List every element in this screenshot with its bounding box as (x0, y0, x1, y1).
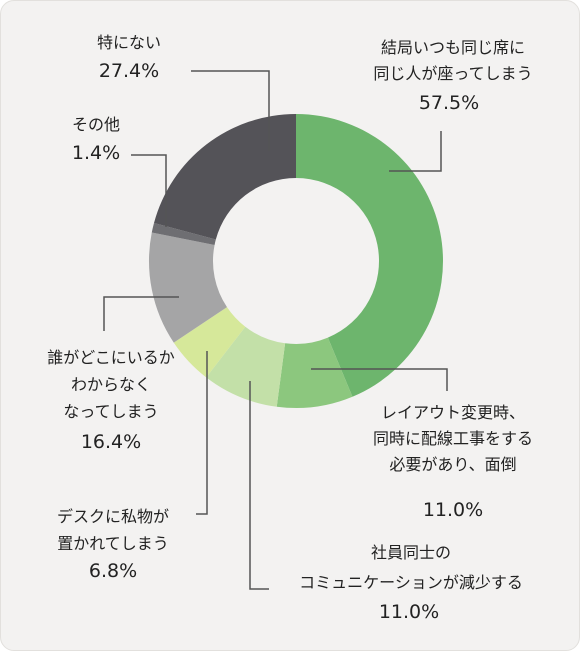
donut-slice-3 (173, 307, 246, 378)
donut-slice-6 (154, 114, 296, 240)
leader-line-0 (389, 131, 442, 172)
slice-label-4-line-1: わからなく (71, 375, 151, 394)
leader-line-2 (249, 381, 269, 590)
donut-slice-0 (296, 114, 443, 397)
leader-line-5 (131, 154, 167, 227)
leader-lines (103, 70, 448, 590)
slice-label-5-line-0: その他 (72, 115, 120, 134)
donut-slice-5 (151, 222, 216, 245)
slice-label-1-line-2: 必要があり、面倒 (389, 455, 516, 474)
slice-label-2-line-0: 社員同士の (371, 543, 451, 562)
slice-label-4-line-2: なってしまう (63, 402, 158, 421)
slice-label-3-line-0: デスクに私物が (57, 507, 169, 526)
slice-value-4: 16.4% (81, 431, 141, 453)
leader-line-3 (196, 351, 208, 515)
slice-label-1-line-1: 同時に配線工事をする (373, 429, 533, 448)
slice-value-2: 11.0% (379, 601, 439, 623)
slices-group (149, 114, 443, 408)
donut-slice-2 (206, 326, 286, 407)
slice-value-0: 57.5% (419, 92, 479, 114)
slice-label-6-line-0: 特にない (97, 33, 161, 52)
slice-label-0-line-0: 結局いつも同じ席に (381, 38, 525, 57)
leader-line-1 (311, 368, 448, 391)
leader-line-4 (103, 296, 179, 331)
slice-value-6: 27.4% (99, 60, 159, 82)
slice-label-3-line-1: 置かれてしまう (57, 534, 169, 553)
slice-value-1: 11.0% (423, 499, 483, 521)
slice-value-3: 6.8% (89, 560, 137, 582)
slice-label-1-line-0: レイアウト変更時、 (381, 403, 525, 422)
slice-label-2-line-1: コミュニケーションが減少する (299, 573, 523, 592)
donut-slice-1 (276, 337, 353, 408)
slice-label-4-line-0: 誰がどこにいるか (47, 348, 175, 367)
leader-line-6 (191, 70, 270, 151)
slice-value-5: 1.4% (72, 142, 120, 164)
slice-label-0-line-1: 同じ人が座ってしまう (373, 64, 532, 83)
donut-slice-4 (149, 232, 227, 343)
